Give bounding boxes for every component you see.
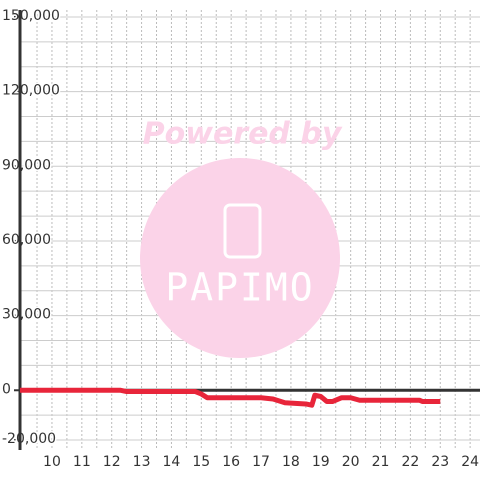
y-tick-label: -20,000 [2,431,56,447]
x-tick-label: 14 [163,454,181,470]
y-tick-label: 60,000 [2,232,51,248]
watermark: Powered by PAPIMO [140,117,343,358]
x-tick-label: 22 [401,454,419,470]
x-tick-label: 11 [73,454,91,470]
watermark-phone [223,203,262,259]
x-tick-label: 20 [342,454,360,470]
watermark-title: Powered by [143,117,343,152]
data-line [20,387,441,408]
x-tick-label: 12 [103,454,121,470]
x-tick-label: 24 [461,454,479,470]
x-tick-label: 18 [282,454,300,470]
x-tick-label: 19 [312,454,330,470]
x-tick-label: 17 [252,454,270,470]
y-tick-label: 30,000 [2,307,51,323]
x-tick-label: 10 [43,454,61,470]
x-tick-label: 13 [133,454,151,470]
y-tick-label: 90,000 [2,157,51,173]
y-tick-label: 150,000 [2,8,60,24]
x-tick-label: 23 [431,454,449,470]
y-tick-label: 0 [2,381,11,397]
x-tick-label: 15 [192,454,210,470]
x-tick-label: 16 [222,454,240,470]
x-tick-label: 21 [372,454,390,470]
watermark-brand: PAPIMO [165,266,314,310]
y-tick-label: 120,000 [2,83,60,99]
